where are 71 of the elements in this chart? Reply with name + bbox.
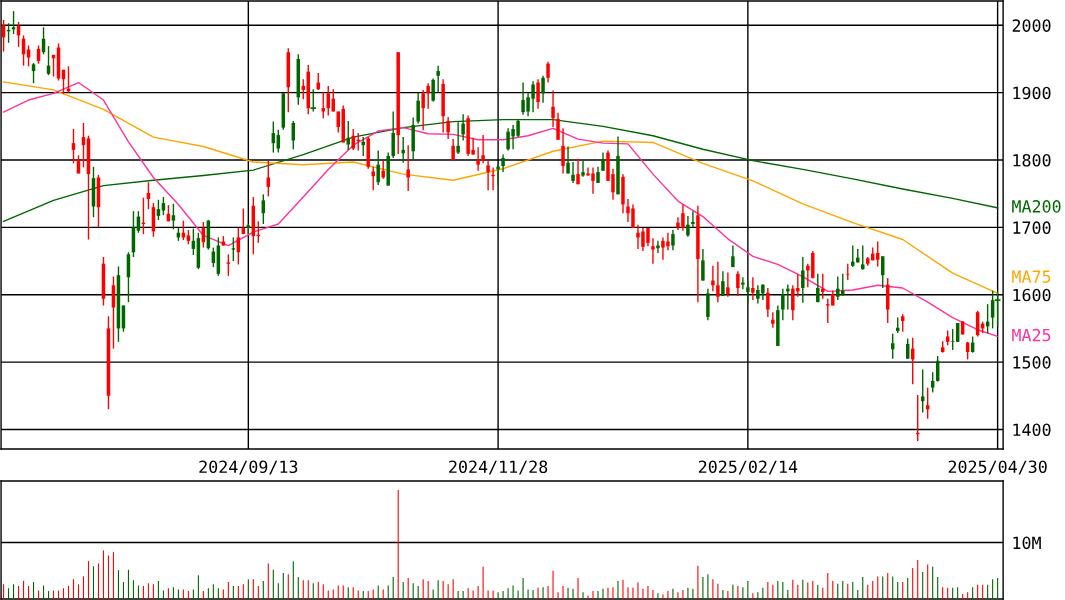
candlestick <box>686 215 690 238</box>
candlestick <box>751 276 755 301</box>
candlestick <box>651 237 655 265</box>
candlestick <box>161 196 166 216</box>
candlestick <box>456 121 460 155</box>
candlestick <box>476 146 480 172</box>
series-label: MA25 <box>1012 328 1051 342</box>
candlestick <box>781 287 785 322</box>
candlestick <box>561 127 565 175</box>
y-tick-label: 10M <box>1013 536 1041 550</box>
candlestick <box>451 138 455 162</box>
candlestick <box>546 60 550 84</box>
candlestick <box>771 311 775 329</box>
candlestick <box>556 112 560 141</box>
candlestick <box>711 265 715 293</box>
candlestick <box>381 159 385 180</box>
series-label: MA75 <box>1012 270 1051 283</box>
candlestick <box>231 236 236 262</box>
candlestick <box>576 157 580 185</box>
y-tick-label: 1600 <box>1013 288 1051 302</box>
y-tick-label: 2000 <box>1012 19 1051 32</box>
candlestick <box>566 145 570 175</box>
candlestick <box>436 64 440 94</box>
x-tick-label: 2025/02/14 <box>698 460 798 475</box>
candlestick <box>376 149 380 186</box>
candlestick <box>706 287 710 322</box>
candlestick <box>736 270 740 297</box>
candlestick <box>701 248 705 282</box>
x-tick-label: 2024/09/13 <box>199 460 298 475</box>
candlestick <box>426 82 430 110</box>
candlestick <box>861 244 865 271</box>
candlestick <box>551 89 555 128</box>
candlestick <box>816 273 820 303</box>
candlestick <box>536 78 540 110</box>
y-tick-label: 1400 <box>1013 423 1051 437</box>
y-tick-label: 1900 <box>1013 86 1051 100</box>
candlestick <box>801 256 805 304</box>
candlestick <box>406 144 410 192</box>
candlestick <box>671 229 675 251</box>
candlestick <box>571 161 575 184</box>
candlestick <box>481 134 485 165</box>
candlestick <box>226 253 231 277</box>
candlestick <box>401 136 405 164</box>
candlestick <box>446 116 450 140</box>
y-tick-label: 1500 <box>1013 356 1051 369</box>
y-tick-label: 1700 <box>1013 221 1051 234</box>
x-tick-label: 2024/11/28 <box>449 460 548 475</box>
candlestick <box>766 287 770 318</box>
candlestick <box>950 328 955 351</box>
candlestick <box>421 89 425 132</box>
candlestick <box>361 136 365 157</box>
candlestick <box>721 270 725 297</box>
line-series <box>2 81 999 338</box>
candlestick <box>541 75 545 104</box>
candlestick <box>726 271 730 298</box>
candlestick <box>920 368 925 414</box>
series-label: MA200 <box>1012 200 1061 213</box>
line-series <box>2 81 999 295</box>
candlestick <box>486 159 490 192</box>
candlestick <box>601 151 605 172</box>
candlestick <box>691 210 695 229</box>
y-tick-label: 1800 <box>1013 154 1051 167</box>
candlestick <box>371 166 375 192</box>
candlestick <box>741 276 745 291</box>
candlestick <box>581 159 585 178</box>
x-tick-label: 2025/04/30 <box>948 460 1047 475</box>
candlestick <box>746 280 750 304</box>
candlestick <box>851 244 855 268</box>
candlestick <box>171 203 176 231</box>
candlestick <box>716 261 720 303</box>
candlestick <box>821 273 825 300</box>
